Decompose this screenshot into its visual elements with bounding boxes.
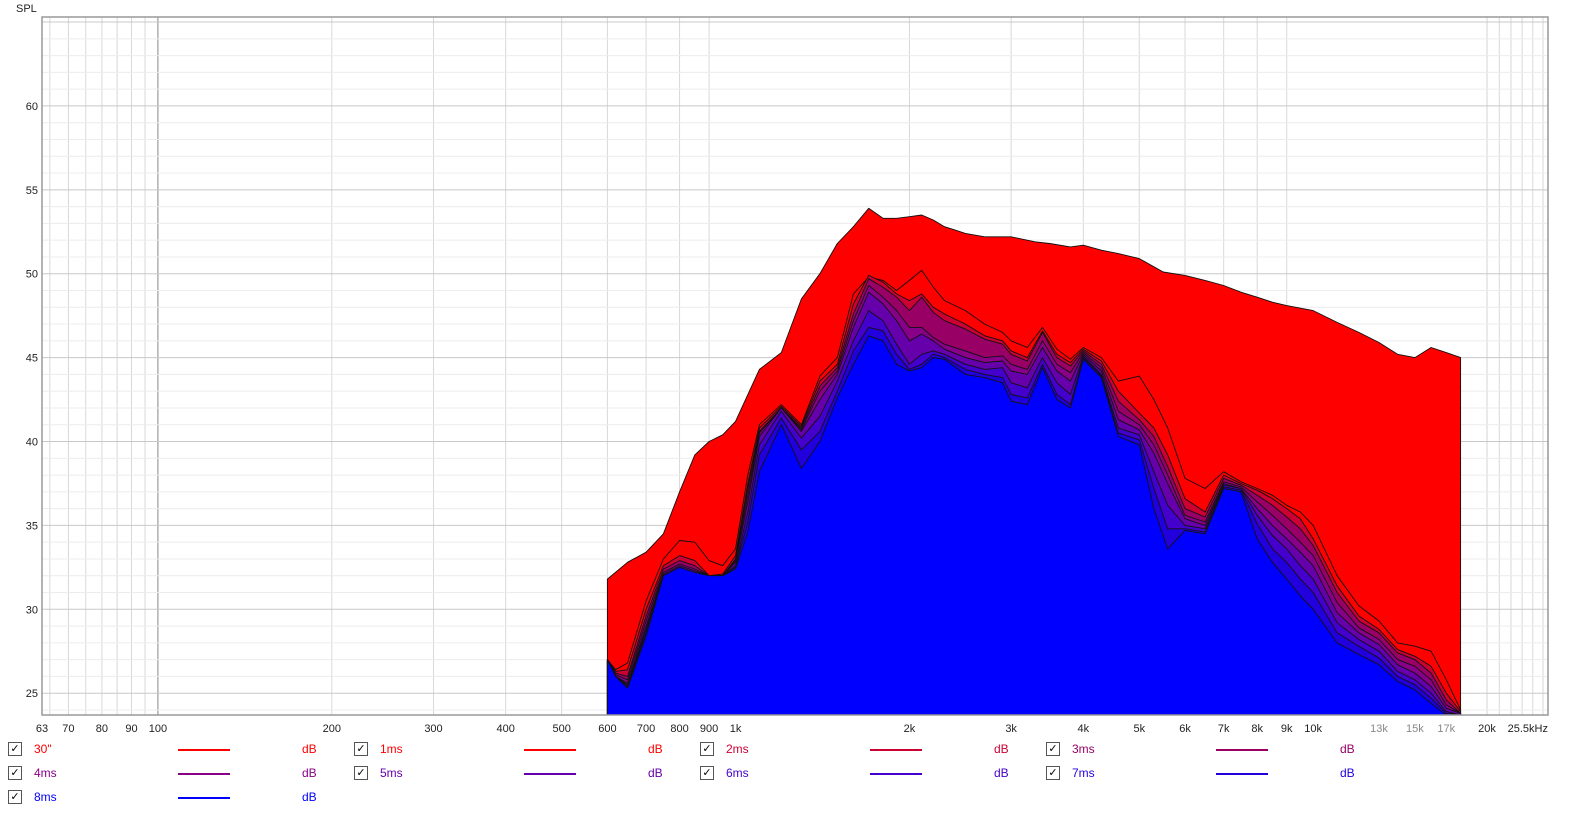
legend-checkbox[interactable]: ✓ [700, 742, 714, 756]
y-tick-label: 40 [26, 437, 38, 449]
legend-unit: dB [648, 742, 663, 756]
legend-line-swatch [870, 773, 922, 775]
x-tick-label: 2k [904, 723, 916, 735]
legend-item[interactable]: ✓ 2ms dB [700, 740, 1040, 760]
y-tick-label: 55 [26, 185, 38, 197]
legend-checkbox[interactable]: ✓ [8, 766, 22, 780]
plot-frame [41, 16, 1549, 716]
legend-item[interactable]: ✓ 6ms dB [700, 764, 1040, 784]
x-tick-label: 3k [1005, 723, 1017, 735]
legend-unit: dB [994, 766, 1009, 780]
legend-checkbox[interactable]: ✓ [700, 766, 714, 780]
waterfall-chart: SPL 63 70 80 90 100 200 300 400 500 600 700 800 900 1… [16, 3, 1549, 735]
legend-checkbox[interactable]: ✓ [8, 790, 22, 804]
legend-unit: dB [994, 742, 1009, 756]
legend-series-name: 3ms [1072, 742, 1095, 756]
y-tick-label: 50 [26, 269, 38, 281]
x-tick-label: 25.5kHz [1508, 723, 1548, 735]
legend: ✓ 30" dB ✓ 1ms dB ✓ 2ms dB ✓ 3ms dB ✓ 4ms dB ✓ 5ms dB ✓ 6ms… [0, 740, 1592, 820]
legend-series-name: 30" [34, 742, 52, 756]
legend-checkbox[interactable]: ✓ [354, 742, 368, 756]
legend-line-swatch [524, 773, 576, 775]
y-tick-label: 45 [26, 353, 38, 365]
x-tick-label: 17k [1437, 723, 1455, 735]
series-area [606, 335, 1462, 716]
x-tick-label: 4k [1077, 723, 1089, 735]
legend-line-swatch [178, 773, 230, 775]
x-tick-label: 15k [1406, 723, 1424, 735]
x-tick-label: 200 [323, 723, 341, 735]
x-tick-label: 63 [36, 723, 48, 735]
legend-series-name: 4ms [34, 766, 57, 780]
legend-item[interactable]: ✓ 4ms dB [8, 764, 348, 784]
legend-series-name: 6ms [726, 766, 749, 780]
legend-item[interactable]: ✓ 5ms dB [354, 764, 694, 784]
legend-item[interactable]: ✓ 1ms dB [354, 740, 694, 760]
legend-line-swatch [178, 797, 230, 799]
legend-series-name: 5ms [380, 766, 403, 780]
legend-line-swatch [870, 749, 922, 751]
x-tick-label: 8k [1251, 723, 1263, 735]
x-tick-label: 700 [637, 723, 655, 735]
legend-item[interactable]: ✓ 8ms dB [8, 788, 348, 808]
legend-item[interactable]: ✓ 3ms dB [1046, 740, 1386, 760]
x-tick-label: 300 [424, 723, 442, 735]
legend-unit: dB [302, 766, 317, 780]
x-tick-label: 9k [1281, 723, 1293, 735]
legend-unit: dB [302, 790, 317, 804]
x-tick-label: 13k [1370, 723, 1388, 735]
legend-series-name: 2ms [726, 742, 749, 756]
y-tick-label: 60 [26, 101, 38, 113]
legend-unit: dB [1340, 742, 1355, 756]
legend-unit: dB [302, 742, 317, 756]
x-tick-label: 80 [96, 723, 108, 735]
x-tick-label: 400 [496, 723, 514, 735]
x-tick-label: 5k [1133, 723, 1145, 735]
legend-line-swatch [524, 749, 576, 751]
legend-line-swatch [1216, 773, 1268, 775]
legend-unit: dB [648, 766, 663, 780]
y-tick-label: 35 [26, 520, 38, 532]
x-tick-label: 7k [1218, 723, 1230, 735]
legend-checkbox[interactable]: ✓ [8, 742, 22, 756]
x-tick-label: 600 [598, 723, 616, 735]
legend-series-name: 1ms [380, 742, 403, 756]
legend-line-swatch [1216, 749, 1268, 751]
x-tick-label: 70 [62, 723, 74, 735]
legend-checkbox[interactable]: ✓ [1046, 766, 1060, 780]
x-tick-label: 900 [700, 723, 718, 735]
y-axis-label: SPL [16, 3, 37, 15]
legend-item[interactable]: ✓ 30" dB [8, 740, 348, 760]
x-tick-label: 1k [730, 723, 742, 735]
x-tick-label: 800 [670, 723, 688, 735]
y-tick-labels: 25 30 35 40 45 50 55 60 [26, 101, 38, 700]
x-tick-label: 6k [1179, 723, 1191, 735]
x-tick-label: 20k [1478, 723, 1496, 735]
legend-checkbox[interactable]: ✓ [354, 766, 368, 780]
legend-series-name: 8ms [34, 790, 57, 804]
series-areas [606, 207, 1462, 716]
x-tick-label: 100 [149, 723, 167, 735]
x-tick-label: 90 [125, 723, 137, 735]
legend-item[interactable]: ✓ 7ms dB [1046, 764, 1386, 784]
legend-checkbox[interactable]: ✓ [1046, 742, 1060, 756]
x-tick-label: 10k [1304, 723, 1322, 735]
y-tick-label: 25 [26, 688, 38, 700]
x-tick-label: 500 [552, 723, 570, 735]
legend-series-name: 7ms [1072, 766, 1095, 780]
legend-unit: dB [1340, 766, 1355, 780]
x-tick-labels: 63 70 80 90 100 200 300 400 500 600 700 800 900 1k 2k 3… [36, 723, 1548, 735]
y-tick-label: 30 [26, 604, 38, 616]
legend-line-swatch [178, 749, 230, 751]
